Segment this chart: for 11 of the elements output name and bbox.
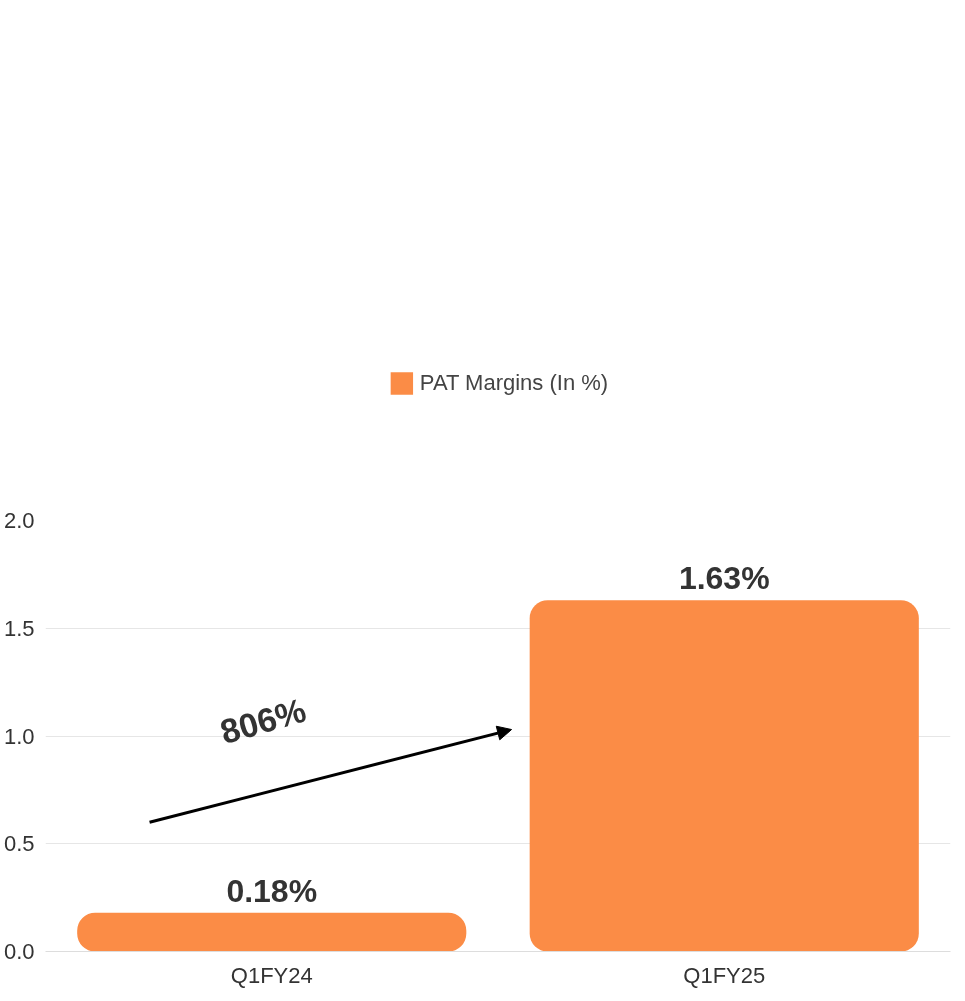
y-tick-label: 0.0 — [3, 939, 35, 964]
data-label: 1.63% — [678, 560, 770, 597]
y-tick-label: 1.5 — [3, 615, 35, 641]
y-tick-label: 2.0 — [3, 508, 35, 533]
y-tick-label: 1.0 — [3, 723, 35, 749]
y-tick-label: 0.5 — [3, 831, 35, 857]
x-tick-label: Q1FY25 — [683, 962, 766, 988]
x-tick-label: Q1FY24 — [230, 962, 313, 988]
legend-label: PAT Margins (In %) — [419, 370, 609, 396]
data-label: 0.18% — [226, 872, 318, 909]
annotation: 806% — [216, 690, 311, 752]
